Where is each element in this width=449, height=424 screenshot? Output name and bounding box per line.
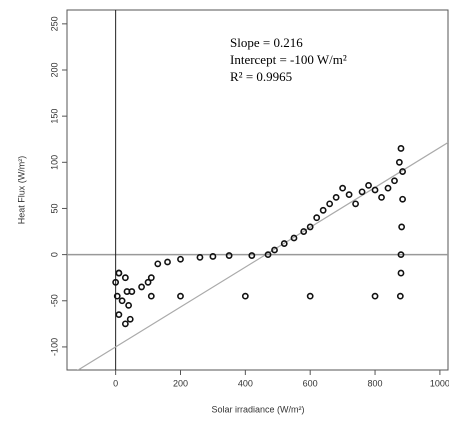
annotation: Intercept = -100 W/m² [230,52,347,67]
y-tick-label: 150 [49,109,59,124]
point [397,269,405,277]
y-tick-label: 100 [49,155,59,170]
point [241,292,249,300]
point [147,292,155,300]
y-tick-label: 250 [49,16,59,31]
point [396,292,404,300]
point [177,292,184,300]
point [398,223,406,231]
point [225,252,233,259]
y-axis-label: Heat Flux (W/m²) [16,156,26,225]
x-tick-label: 400 [238,378,253,388]
point [248,252,256,259]
point [384,184,392,192]
y-tick-label: 0 [49,252,59,257]
point [339,184,347,192]
point [125,301,133,309]
annotation: R² = 0.9965 [230,69,292,84]
point [332,193,340,201]
point [300,228,308,235]
x-tick-label: 600 [303,378,318,388]
point [358,188,366,196]
plot-frame [66,9,449,371]
point [365,181,372,189]
point [115,311,123,319]
x-tick-label: 800 [368,378,383,388]
point [121,320,129,328]
point [378,193,385,201]
x-tick-label: 0 [113,378,118,388]
point [115,269,123,277]
point [154,260,162,268]
point [271,246,278,254]
point [395,158,403,166]
point [326,200,334,208]
point [399,168,407,175]
point [113,292,121,300]
point [112,278,120,286]
y-tick-label: -50 [49,294,59,307]
y-tick-label: 50 [49,203,59,213]
point [280,240,288,247]
point [209,253,217,260]
annotation: Slope = 0.216 [230,35,303,50]
x-axis-label: Solar irradiance (W/m²) [211,404,304,414]
point [121,274,129,282]
point [177,255,184,263]
point [319,206,327,214]
x-tick-label: 1000 [430,378,449,388]
point [126,315,134,323]
point [391,177,398,185]
point [264,251,272,259]
point [138,283,145,291]
fit-line [76,142,448,370]
point [371,186,379,194]
point [196,253,204,261]
point [128,288,136,295]
y-tick-label: -100 [49,338,59,356]
point [164,258,171,266]
y-tick-label: 200 [49,62,59,77]
point [397,251,405,259]
x-tick-label: 200 [173,378,188,388]
point [345,191,353,199]
point [290,234,298,242]
point [144,278,152,286]
point [371,292,379,300]
point [352,200,359,208]
point [306,292,314,300]
point [118,297,126,305]
point [306,223,314,231]
point [147,274,155,282]
point [399,195,407,203]
point [397,145,405,152]
point [313,214,321,222]
